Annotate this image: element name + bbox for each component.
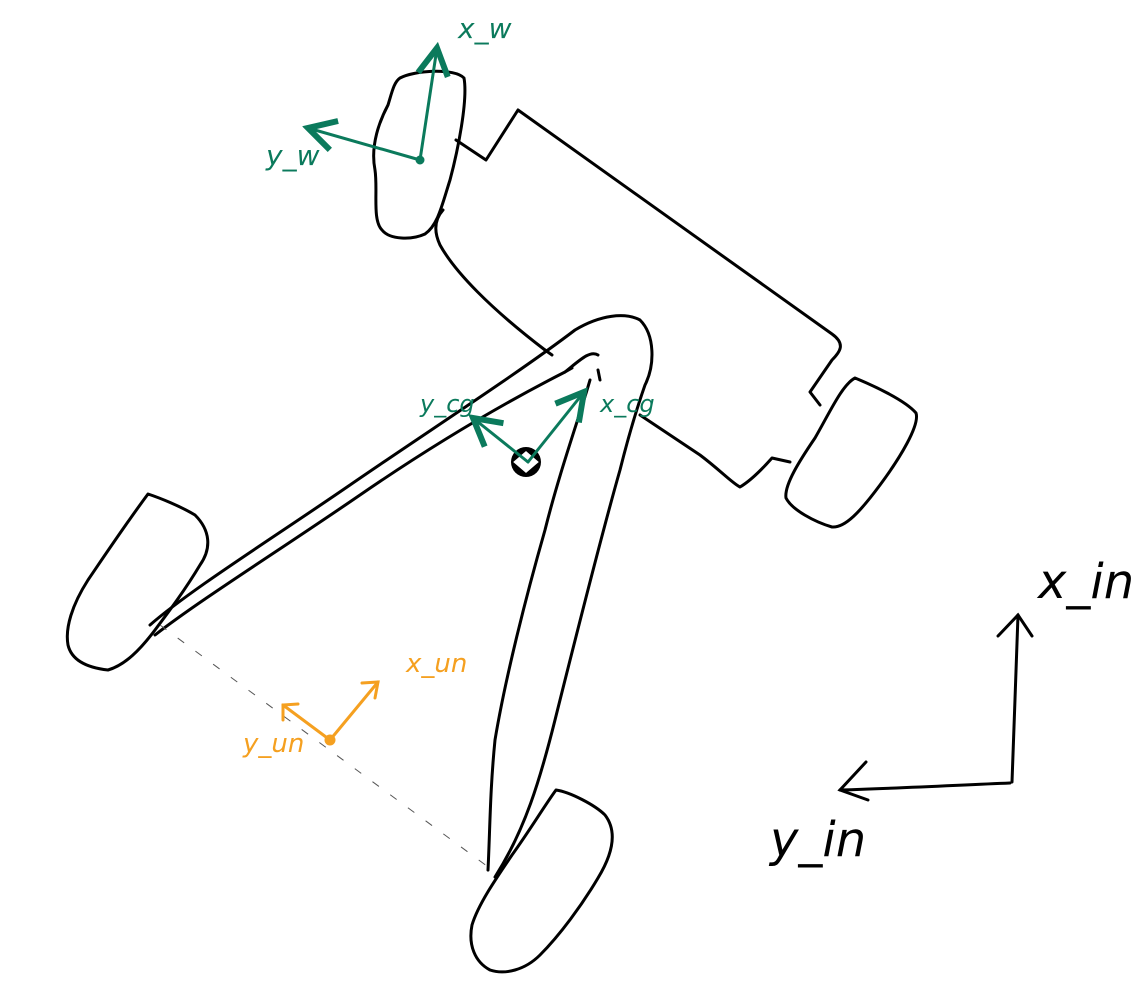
cg-x-label: x_cg <box>599 390 655 418</box>
inertial-frame <box>837 612 1034 802</box>
unicycle-frame <box>281 680 380 746</box>
wheel-x-label: x_w <box>457 12 512 45</box>
left-caster-wheel <box>65 492 210 672</box>
unicycle-y-label: y_un <box>242 729 304 759</box>
cg-frame <box>473 392 584 464</box>
chassis-body <box>434 108 842 489</box>
wheel-y-label: y_w <box>265 139 320 172</box>
bottom-caster-wheel <box>469 788 614 974</box>
right-wheel <box>784 376 918 529</box>
top-wheel <box>372 69 467 240</box>
wheel-frame <box>308 48 437 165</box>
inertial-x-label: x_in <box>1036 554 1134 610</box>
inertial-y-label: y_in <box>768 812 866 868</box>
arm-notch <box>543 348 602 382</box>
caster-axis-line <box>159 624 496 873</box>
cg-y-label: y_cg <box>419 390 475 418</box>
caster-arms <box>148 314 654 879</box>
unicycle-x-label: x_un <box>405 649 467 679</box>
